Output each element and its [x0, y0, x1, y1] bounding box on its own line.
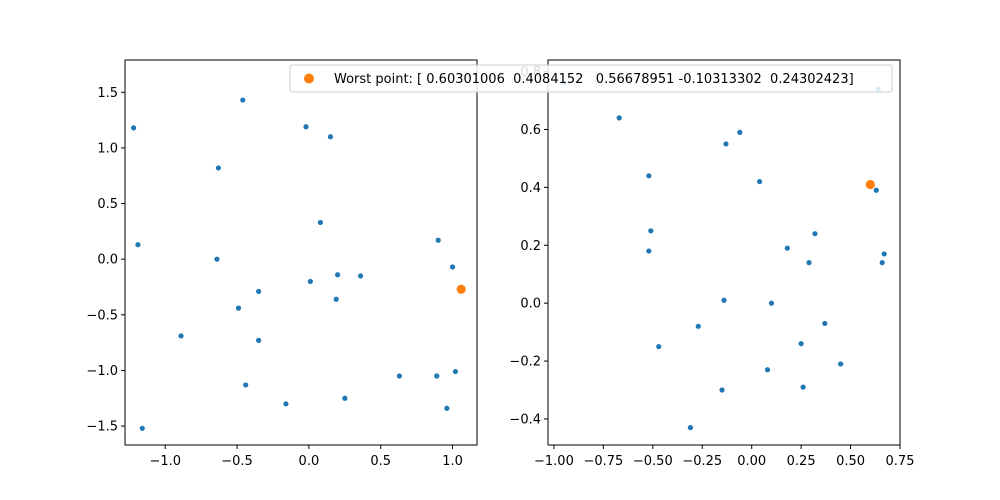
x-tick-label: −1.0 [149, 454, 181, 469]
data-point [737, 129, 743, 135]
data-point [881, 251, 887, 257]
y-tick-label: 0.6 [520, 123, 541, 138]
data-point [396, 373, 403, 379]
data-point [616, 115, 622, 121]
y-tick-label: −0.4 [509, 412, 541, 427]
data-point [303, 124, 309, 130]
legend-frame [289, 64, 893, 93]
data-point [452, 368, 459, 375]
data-point [648, 228, 654, 234]
y-tick-label: 0.2 [520, 239, 541, 254]
legend: Worst point: [ 0.60301006 0.4084152 0.56… [289, 64, 893, 93]
data-point [235, 305, 242, 311]
data-point [333, 296, 339, 302]
y-tick-label: 1.5 [97, 86, 118, 101]
data-point [335, 272, 341, 278]
y-tick-label: −0.2 [509, 355, 541, 370]
x-tick-label: 1.0 [442, 454, 463, 469]
data-point [879, 260, 885, 266]
x-tick-label: −0.50 [633, 454, 673, 469]
data-point [215, 165, 221, 171]
data-point [873, 187, 879, 193]
data-point [243, 382, 249, 388]
x-tick-label: −0.5 [221, 454, 253, 469]
data-point [719, 387, 725, 393]
axes-frame [124, 59, 478, 446]
data-point [721, 297, 727, 303]
y-tick-label: −1.5 [86, 420, 118, 435]
data-point [756, 178, 763, 185]
data-point [434, 373, 440, 379]
legend-marker [304, 73, 314, 84]
data-point [283, 401, 289, 407]
left-scatter-plot: −1.0 −0.5 0.0 0.5 1.0 −1.5 −1.0 −0.5 0.0 0.5 1.0 1.… [86, 59, 478, 469]
x-tick-label: 0.25 [787, 454, 816, 469]
data-point [342, 395, 348, 401]
y-tick-label: −1.0 [86, 364, 118, 379]
data-point [449, 264, 456, 270]
data-point [327, 134, 334, 140]
x-tick-label: −1.00 [534, 454, 574, 469]
data-point [646, 248, 652, 254]
data-point [240, 97, 246, 103]
data-point [178, 333, 184, 339]
data-point [256, 288, 262, 295]
data-point [806, 260, 812, 266]
data-point [764, 367, 771, 373]
data-point [784, 245, 790, 251]
data-point [256, 337, 262, 344]
x-tick-label: 0.50 [836, 454, 865, 469]
data-point [768, 300, 775, 306]
x-tick-label: −0.25 [682, 454, 722, 469]
x-tick-label: 0.0 [299, 454, 320, 469]
data-point [800, 384, 806, 390]
data-point [798, 341, 804, 347]
data-point [307, 278, 313, 285]
data-point [214, 256, 220, 262]
legend-label: Worst point: [ 0.60301006 0.4084152 0.56… [334, 72, 854, 87]
data-point [723, 141, 729, 147]
data-point [139, 425, 145, 431]
data-point [812, 231, 818, 237]
data-point [358, 273, 364, 279]
data-point [317, 219, 323, 226]
x-tick-label: 0.5 [370, 454, 391, 469]
y-tick-label: 0.4 [520, 181, 541, 196]
data-point [687, 425, 693, 431]
data-point [838, 361, 844, 367]
y-tick-label: 0.0 [97, 253, 118, 268]
axes-frame [547, 59, 901, 446]
x-tick-label: 0.00 [737, 454, 766, 469]
y-tick-label: 0.0 [520, 297, 541, 312]
worst-point [456, 284, 466, 294]
y-tick-label: 0.5 [97, 197, 118, 212]
data-point [656, 343, 662, 350]
data-point [822, 320, 828, 327]
data-point [435, 237, 441, 243]
y-tick-label: 1.0 [97, 141, 118, 156]
data-point [131, 125, 137, 131]
x-tick-label: 0.75 [886, 454, 915, 469]
x-tick-label: −0.75 [583, 454, 623, 469]
worst-point [865, 179, 875, 190]
data-point [646, 173, 652, 179]
right-scatter-plot: −1.00 −0.75 −0.50 −0.25 0.00 0.25 0.50 0.75 −0.4… [509, 59, 915, 469]
data-point [135, 242, 141, 248]
data-point [695, 323, 701, 329]
y-tick-label: −0.5 [86, 308, 118, 323]
data-point [444, 405, 450, 411]
